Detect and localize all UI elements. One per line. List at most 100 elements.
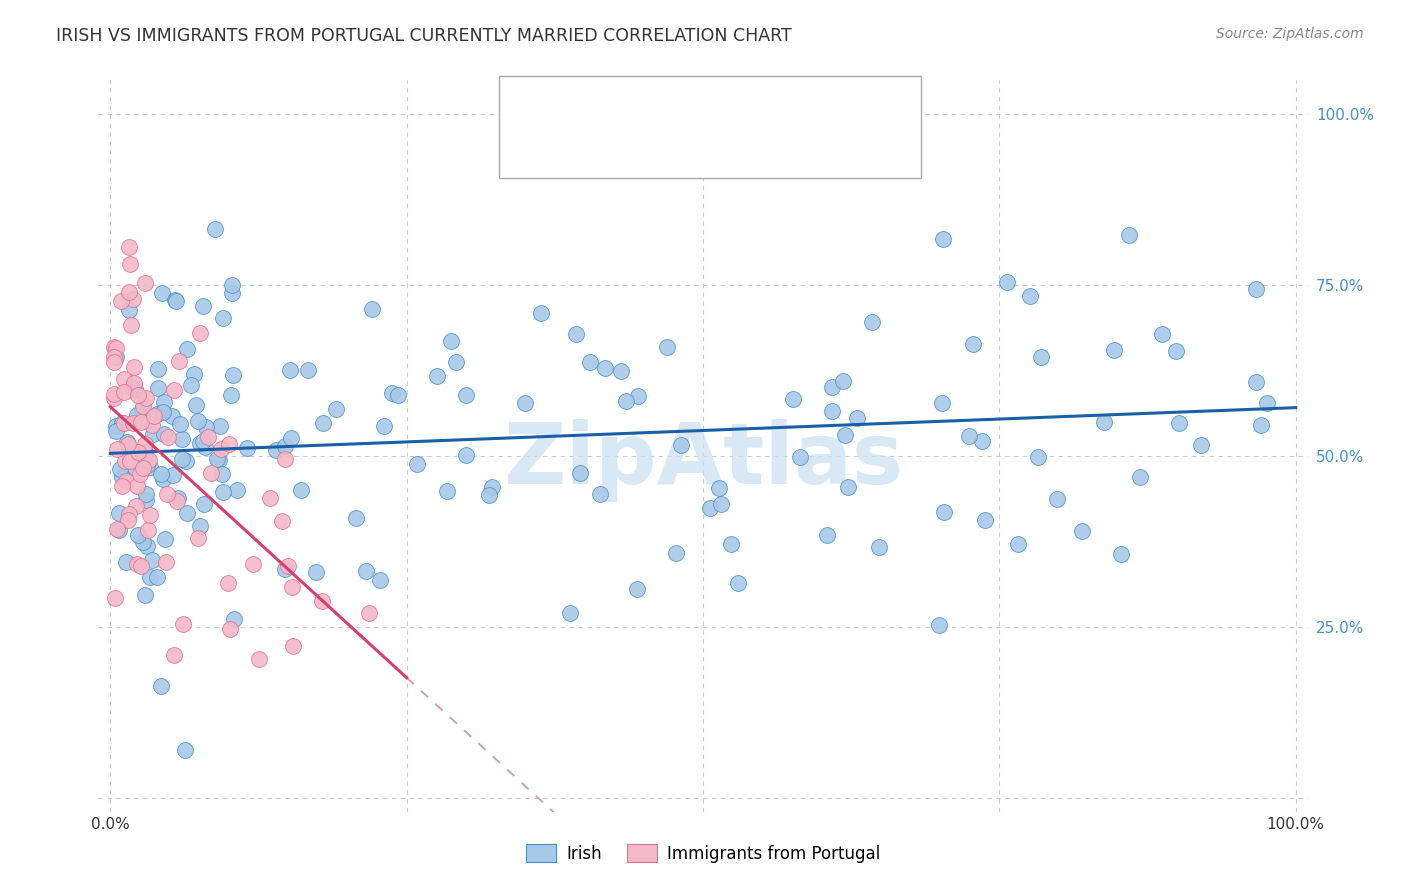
Point <box>135 493 157 508</box>
Point <box>569 466 592 480</box>
Point <box>155 555 177 569</box>
Point <box>120 379 142 393</box>
Point <box>481 480 503 494</box>
Text: N =: N = <box>761 143 794 161</box>
Point <box>111 479 134 493</box>
Point <box>172 432 194 446</box>
Point <box>1029 351 1052 365</box>
Point <box>127 445 149 459</box>
Point <box>188 519 211 533</box>
Point <box>997 275 1019 289</box>
Legend: Irish, Immigrants from Portugal: Irish, Immigrants from Portugal <box>519 838 887 869</box>
Point <box>187 414 209 428</box>
Point <box>699 501 721 516</box>
Point <box>280 431 302 445</box>
Point <box>124 382 146 396</box>
Point <box>834 428 856 442</box>
Point <box>174 453 197 467</box>
Point <box>1045 492 1067 507</box>
Point <box>136 539 159 553</box>
Point <box>1256 395 1278 409</box>
Point <box>148 381 170 395</box>
Point <box>211 467 233 481</box>
Point <box>354 564 377 578</box>
Text: IRISH VS IMMIGRANTS FROM PORTUGAL CURRENTLY MARRIED CORRELATION CHART: IRISH VS IMMIGRANTS FROM PORTUGAL CURREN… <box>56 27 792 45</box>
Point <box>387 387 409 401</box>
Point <box>931 396 953 410</box>
Point <box>166 494 188 508</box>
Point <box>134 277 156 291</box>
Point <box>815 528 838 542</box>
Point <box>108 461 131 475</box>
Point <box>136 523 159 537</box>
Point <box>139 460 162 475</box>
Point <box>188 326 211 340</box>
Point <box>614 393 637 408</box>
Point <box>112 416 135 430</box>
Point <box>125 408 148 422</box>
Point <box>152 404 174 418</box>
Point <box>1018 289 1040 303</box>
Point <box>209 442 232 456</box>
Point <box>139 569 162 583</box>
Point <box>530 306 553 320</box>
Point <box>131 402 153 417</box>
Point <box>200 466 222 480</box>
Point <box>152 471 174 485</box>
Point <box>197 430 219 444</box>
Point <box>118 453 141 467</box>
Point <box>224 612 246 626</box>
Point <box>134 445 156 459</box>
Point <box>103 340 125 354</box>
Point <box>710 497 733 511</box>
Text: Source: ZipAtlas.com: Source: ZipAtlas.com <box>1216 27 1364 41</box>
Point <box>120 318 142 333</box>
Point <box>957 429 980 443</box>
Point <box>121 293 143 307</box>
Point <box>118 257 141 271</box>
Point <box>194 420 217 434</box>
Point <box>219 622 242 636</box>
Text: 72: 72 <box>828 143 851 161</box>
Point <box>217 576 239 591</box>
Text: 164: 164 <box>828 94 860 112</box>
Point <box>153 532 176 546</box>
Point <box>974 513 997 527</box>
Point <box>131 558 153 573</box>
Point <box>134 437 156 451</box>
Point <box>626 582 648 597</box>
Point <box>122 360 145 375</box>
Point <box>188 435 211 450</box>
Point <box>221 277 243 292</box>
Point <box>1250 417 1272 432</box>
Point <box>105 419 128 434</box>
Point <box>152 286 174 301</box>
Point <box>156 486 179 500</box>
Point <box>208 453 231 467</box>
Point <box>406 457 429 471</box>
Point <box>1189 438 1212 452</box>
Point <box>273 452 295 467</box>
Point <box>837 480 859 494</box>
Point <box>124 461 146 475</box>
Point <box>368 573 391 587</box>
Point <box>236 441 259 455</box>
Point <box>360 301 382 316</box>
Point <box>131 399 153 413</box>
Point <box>311 416 333 430</box>
Point <box>112 385 135 400</box>
Point <box>478 488 501 502</box>
Point <box>208 418 231 433</box>
Point <box>114 454 136 468</box>
Point <box>381 385 404 400</box>
Point <box>142 426 165 441</box>
Point <box>789 450 811 464</box>
Point <box>669 438 692 452</box>
Point <box>146 570 169 584</box>
Point <box>167 491 190 505</box>
Point <box>115 474 138 488</box>
Point <box>138 453 160 467</box>
Point <box>1244 281 1267 295</box>
Point <box>665 546 688 560</box>
Point <box>259 491 281 506</box>
